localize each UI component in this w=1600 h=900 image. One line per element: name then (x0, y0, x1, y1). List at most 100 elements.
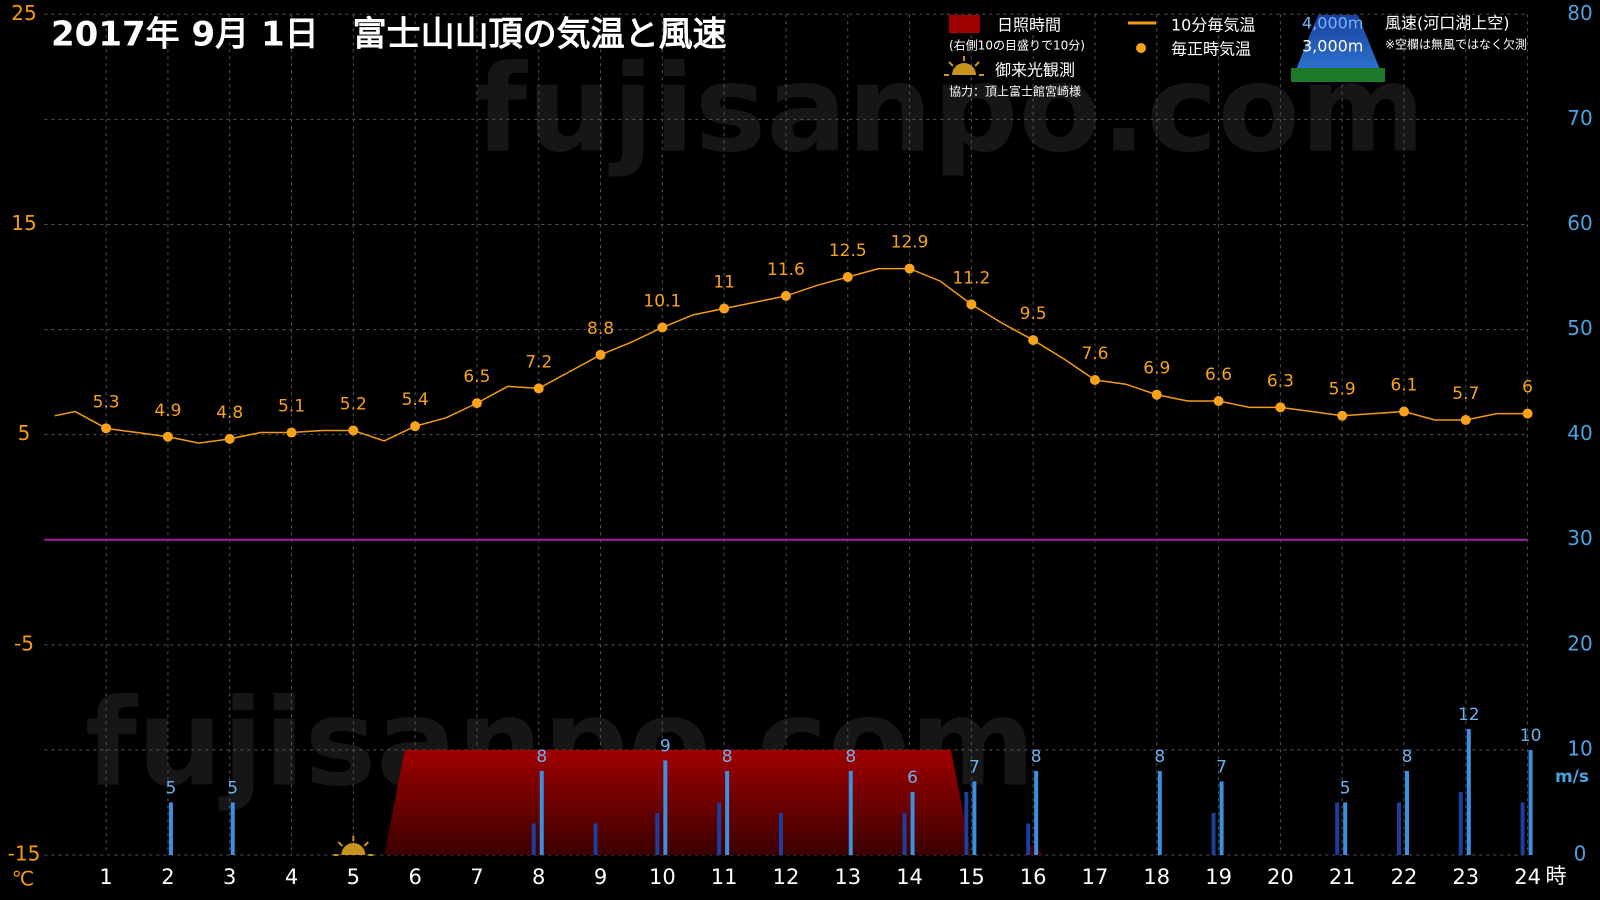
temperature-label: 6.3 (1267, 371, 1294, 391)
y-unit: ℃ (12, 867, 34, 891)
legend-title: 風速(河口湖上空) (1385, 14, 1510, 33)
temperature-label: 7.6 (1081, 344, 1108, 364)
wind-bar (964, 791, 969, 855)
y2-tick-label: 20 (1567, 631, 1592, 655)
wind-bar (1219, 781, 1224, 855)
temperature-point (1337, 410, 1348, 421)
temperature-point (101, 423, 112, 434)
temperature-point (410, 421, 421, 432)
temperature-label: 5.7 (1452, 384, 1479, 404)
temperature-point (533, 383, 544, 394)
temperature-label: 6.9 (1143, 359, 1170, 379)
temperature-label: 5.4 (402, 390, 429, 410)
legend-label: 日照時間 (997, 16, 1061, 35)
x-tick-label: 3 (223, 865, 236, 889)
x-tick-label: 2 (161, 865, 174, 889)
temperature-label: 11 (713, 273, 735, 293)
temperature-label: 11.6 (767, 260, 805, 280)
x-tick-label: 9 (594, 865, 607, 889)
temperature-point (657, 322, 668, 333)
y2-tick-label: 0 (1574, 842, 1587, 866)
wind-bar (1528, 749, 1533, 855)
sun-ray (363, 841, 370, 847)
x-tick-label: 11 (711, 865, 738, 889)
wind-label: 8 (722, 747, 733, 767)
wind-bar (593, 823, 598, 855)
goraikou-marker (333, 836, 374, 856)
temperature-point (780, 290, 791, 301)
wind-bar (663, 760, 668, 855)
x-tick-label: 24 (1514, 865, 1541, 889)
legend-label: 毎正時気温 (1171, 40, 1251, 59)
temperature-point (1275, 402, 1286, 413)
wind-bar (1396, 802, 1401, 855)
sunshine-area (384, 749, 1044, 855)
wind-label: 8 (845, 747, 856, 767)
legend-label: 4,000m (1302, 14, 1363, 33)
temperature-label: 4.8 (216, 403, 243, 423)
wind-bar (1034, 770, 1039, 855)
wind-label: 12 (1458, 705, 1480, 725)
y-tick-label: 5 (18, 421, 31, 445)
temperature-label: 5.3 (93, 392, 120, 412)
temperature-label: 5.2 (340, 394, 367, 414)
temperature-point (1151, 389, 1162, 400)
temperature-label: 7.2 (525, 352, 552, 372)
wind-bar (778, 812, 783, 855)
wind-bar (230, 802, 235, 855)
temperature-label: 11.2 (952, 268, 990, 288)
sun-icon (341, 843, 366, 855)
wind-bar (1211, 812, 1216, 855)
y2-unit: m/s (1555, 767, 1589, 787)
x-tick-label: 16 (1020, 865, 1047, 889)
legend-label: 御来光観測 (995, 61, 1075, 80)
legend-swatch (949, 15, 980, 33)
x-tick-label: 10 (649, 865, 676, 889)
x-unit: 時 (1546, 864, 1567, 888)
wind-label: 5 (227, 778, 238, 798)
x-tick-label: 1 (99, 865, 112, 889)
wind-bar (902, 812, 907, 855)
sun-icon (944, 56, 984, 76)
wind-bar (1404, 770, 1409, 855)
y2-tick-label: 80 (1567, 1, 1592, 25)
y-tick-label: 25 (11, 1, 36, 25)
legend-note: ※空欄は無風ではなく欠測 (1385, 37, 1527, 52)
y-tick-label: -5 (14, 631, 34, 655)
temperature-point (224, 433, 235, 444)
wind-bar (1466, 728, 1471, 855)
wind-bar (1335, 802, 1340, 855)
wind-label: 5 (165, 778, 176, 798)
x-tick-label: 7 (470, 865, 483, 889)
temperature-label: 6.5 (463, 367, 490, 387)
wind-bar (1343, 802, 1348, 855)
legend-note: (右側10の目盛りで10分) (949, 38, 1085, 53)
y2-tick-label: 50 (1567, 316, 1592, 340)
temperature-label: 6.6 (1205, 365, 1232, 385)
legend: 2017年 9月 1日 富士山山頂の気温と風速 日照時間 (右側10の目盛りで1… (51, 14, 1527, 99)
wind-label: 7 (969, 757, 980, 777)
temperature-point (1460, 414, 1471, 425)
wind-bar (725, 770, 730, 855)
temperature-point (1213, 396, 1224, 407)
chart-title: 2017年 9月 1日 富士山山頂の気温と風速 (51, 15, 727, 55)
x-tick-label: 18 (1143, 865, 1170, 889)
temperature-point (1089, 375, 1100, 386)
temperature-point (1028, 335, 1039, 346)
credit: 協力：頂上富士館宮崎様 (949, 84, 1081, 99)
x-tick-label: 12 (773, 865, 800, 889)
temperature-label: 5.9 (1329, 380, 1356, 400)
temperature-point (719, 303, 730, 314)
temperature-label: 9.5 (1020, 304, 1047, 324)
x-tick-label: 14 (896, 865, 923, 889)
y2-tick-label: 10 (1567, 736, 1592, 760)
x-tick-label: 22 (1391, 865, 1418, 889)
temperature-label: 4.9 (154, 401, 181, 421)
wind-bar (1026, 823, 1031, 855)
wind-bar (717, 802, 722, 855)
temperature-point (1398, 406, 1409, 417)
temperature-label: 6.1 (1390, 376, 1417, 396)
x-tick-label: 8 (532, 865, 545, 889)
